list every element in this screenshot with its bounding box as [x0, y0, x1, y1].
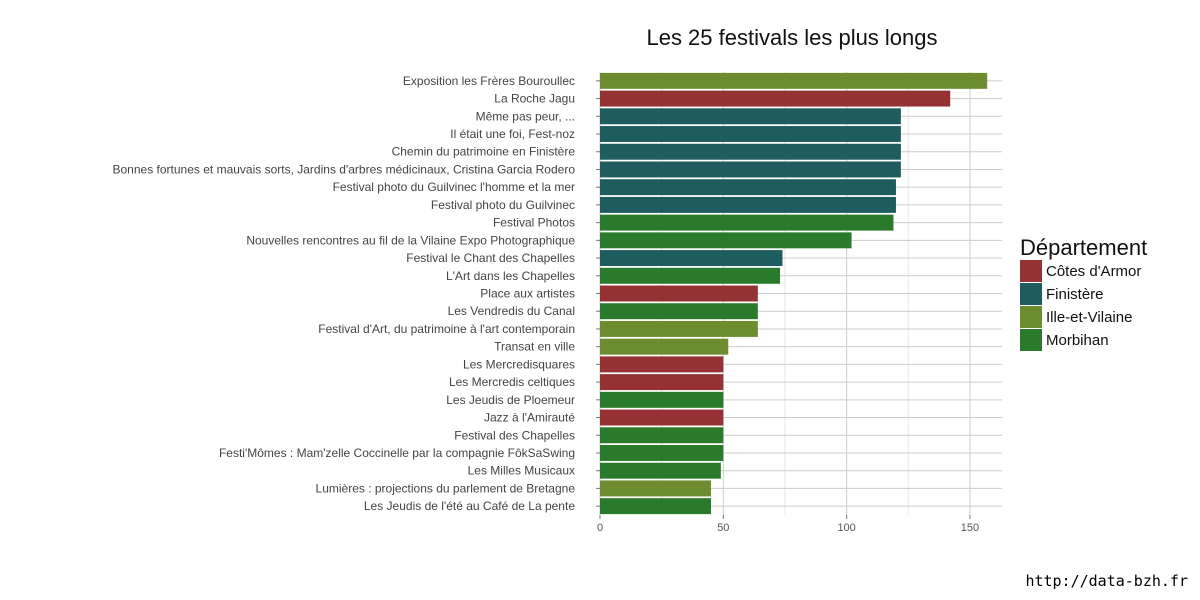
- bar: [600, 391, 724, 408]
- bar: [600, 374, 724, 391]
- category-label: L'Art dans les Chapelles: [446, 269, 575, 283]
- category-label: Chemin du patrimoine en Finistère: [392, 145, 576, 159]
- category-label: Les Jeudis de Ploemeur: [446, 393, 575, 407]
- category-label: Nouvelles rencontres au fil de la Vilain…: [246, 233, 575, 247]
- bar: [600, 498, 711, 515]
- bar: [600, 126, 901, 142]
- bar: [600, 72, 988, 89]
- bars: [600, 72, 988, 515]
- category-label: Les Mercredisquares: [463, 357, 575, 371]
- bar: [600, 409, 724, 426]
- category-label: Les Vendredis du Canal: [448, 304, 575, 318]
- category-label: Lumières : projections du parlement de B…: [316, 481, 576, 495]
- x-tick-label: 50: [717, 522, 729, 534]
- bar: [600, 285, 758, 302]
- x-tick-label: 150: [961, 522, 979, 534]
- legend-label: Ille-et-Vilaine: [1046, 309, 1132, 326]
- chart-title: Les 25 festivals les plus longs: [646, 25, 937, 50]
- legend-swatch: [1020, 260, 1042, 282]
- legend-title: Département: [1020, 235, 1147, 260]
- category-label: Les Milles Musicaux: [468, 464, 575, 478]
- bar: [600, 303, 758, 320]
- category-label: Festival photo du Guilvinec: [431, 198, 575, 212]
- category-label: Jazz à l'Amirauté: [484, 411, 575, 425]
- bar: [600, 108, 901, 125]
- category-label: Il était une foi, Fest-noz: [450, 127, 575, 141]
- bar: [600, 143, 901, 160]
- bar: [600, 267, 781, 284]
- bar: [600, 196, 896, 213]
- x-tick-label: 100: [837, 522, 855, 534]
- category-label: Festival photo du Guilvinec l'homme et l…: [333, 180, 575, 194]
- category-label: Festi'Mômes : Mam'zelle Coccinelle par l…: [219, 446, 575, 460]
- category-label: Transat en ville: [494, 340, 575, 354]
- category-label: La Roche Jagu: [494, 92, 575, 106]
- category-label: Festival d'Art, du patrimoine à l'art co…: [318, 322, 575, 336]
- category-label: Festival Photos: [493, 216, 575, 230]
- legend: Département Côtes d'Armor Finistère Ille-e…: [1020, 235, 1147, 351]
- legend-label: Côtes d'Armor: [1046, 263, 1141, 280]
- category-label: Exposition les Frères Bouroullec: [403, 74, 575, 88]
- bar: [600, 179, 896, 196]
- legend-swatch: [1020, 329, 1042, 351]
- bar: [600, 480, 711, 497]
- bar: [600, 90, 951, 107]
- bar: [600, 462, 721, 479]
- bar: [600, 320, 758, 337]
- bar: [600, 161, 901, 178]
- category-label: Même pas peur, ...: [476, 109, 575, 123]
- legend-label: Finistère: [1046, 286, 1104, 303]
- bar: [600, 445, 724, 461]
- category-label: Bonnes fortunes et mauvais sorts, Jardin…: [113, 162, 576, 176]
- category-label: Les Jeudis de l'été au Café de La pente: [364, 499, 575, 513]
- x-tick-label: 0: [597, 522, 603, 534]
- category-labels: Exposition les Frères Bouroullec La Roche…: [113, 74, 600, 513]
- bar: [600, 427, 724, 444]
- legend-label: Morbihan: [1046, 332, 1109, 349]
- bar: [600, 250, 783, 267]
- category-label: Place aux artistes: [480, 287, 575, 301]
- watermark-url: http://data-bzh.fr: [1025, 572, 1188, 590]
- category-label: Festival le Chant des Chapelles: [406, 251, 575, 265]
- bar: [600, 214, 894, 231]
- bar: [600, 232, 852, 249]
- bar: [600, 338, 729, 355]
- category-label: Les Mercredis celtiques: [449, 375, 575, 389]
- legend-swatch: [1020, 306, 1042, 328]
- bar: [600, 356, 724, 373]
- x-axis-ticks: 0 50 100 150: [597, 515, 979, 534]
- category-label: Festival des Chapelles: [454, 428, 575, 442]
- legend-swatch: [1020, 283, 1042, 305]
